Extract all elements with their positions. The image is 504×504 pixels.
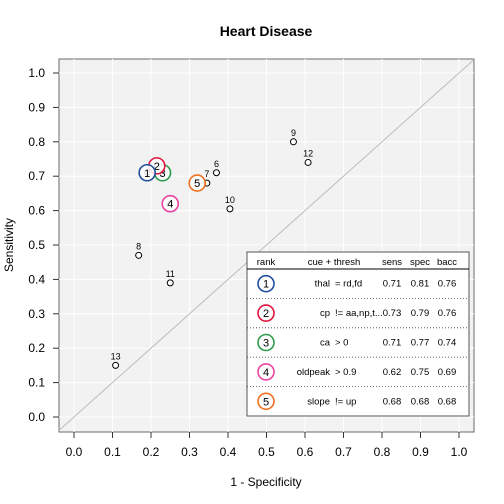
table-rank-ring xyxy=(257,392,275,411)
table-value: 0.68 xyxy=(383,396,402,407)
table-thresh: != aa,np,t... xyxy=(335,308,383,319)
y-tick-label: 0.6 xyxy=(28,204,45,218)
table-value: 0.76 xyxy=(438,308,457,319)
y-tick-label: 0.2 xyxy=(28,341,45,355)
ranked-point-label: 1 xyxy=(144,168,150,180)
y-axis-ticks: 0.0 0.1 0.2 0.3 0.4 0.5 0.6 0.7 0.8 0.9 1.0 xyxy=(28,66,59,424)
table-rank-label: 5 xyxy=(263,396,269,408)
ranked-point-label: 4 xyxy=(167,199,173,211)
ranked-cue-points: 5 4 321 xyxy=(138,157,206,213)
x-tick-label: 0.0 xyxy=(66,445,83,459)
table-rank-ring xyxy=(257,274,275,293)
table-value: 0.73 xyxy=(383,308,402,319)
table-cue: thal xyxy=(315,279,330,290)
table-rank-ring xyxy=(257,363,275,381)
x-tick-label: 0.1 xyxy=(104,445,121,459)
table-cue: ca xyxy=(320,338,331,349)
cue-point xyxy=(112,361,120,369)
table-value: 0.79 xyxy=(411,308,430,319)
cue-point xyxy=(304,158,312,166)
table-cue: slope xyxy=(307,396,330,407)
table-header: spec xyxy=(410,257,430,268)
ranked-point-label: 3 xyxy=(159,168,165,180)
cue-point-label: 11 xyxy=(166,269,175,279)
x-tick-label: 0.9 xyxy=(412,445,429,459)
ranked-point-ring xyxy=(161,194,180,213)
y-tick-label: 0.0 xyxy=(28,410,45,424)
x-axis-ticks: 0.0 0.1 0.2 0.3 0.4 0.5 0.6 0.7 0.8 0.9 1.0 xyxy=(66,432,468,459)
table-value: 0.62 xyxy=(383,367,402,378)
cue-point-label: 13 xyxy=(111,351,121,361)
table-header: sens xyxy=(382,257,402,268)
table-header: rank xyxy=(257,257,276,268)
y-tick-label: 0.3 xyxy=(28,307,45,321)
chart-title: Heart Disease xyxy=(220,23,313,39)
table-value: 0.76 xyxy=(438,279,457,290)
y-tick-label: 1.0 xyxy=(28,66,45,80)
ranked-point-label: 2 xyxy=(154,161,160,173)
cue-point xyxy=(226,205,234,213)
y-tick-label: 0.5 xyxy=(28,238,45,252)
table-value: 0.74 xyxy=(438,338,457,349)
cue-point xyxy=(166,279,174,287)
ranked-point-label: 5 xyxy=(194,178,200,190)
x-tick-label: 0.4 xyxy=(220,445,237,459)
table-cue: cp xyxy=(320,308,330,319)
y-tick-label: 0.9 xyxy=(28,100,45,114)
table-value: 0.68 xyxy=(438,396,457,407)
x-tick-label: 0.8 xyxy=(374,445,391,459)
cue-point xyxy=(289,138,297,146)
table-value: 0.77 xyxy=(411,338,430,349)
y-tick-label: 0.1 xyxy=(28,376,45,390)
table-rank-ring xyxy=(257,333,275,352)
table-value: 0.71 xyxy=(383,279,402,290)
table-value: 0.75 xyxy=(411,367,430,378)
table-value: 0.81 xyxy=(411,279,430,290)
x-tick-label: 0.2 xyxy=(143,445,160,459)
table-background xyxy=(246,251,470,417)
x-tick-label: 0.6 xyxy=(297,445,314,459)
y-axis-title: Sensitivity xyxy=(2,218,16,272)
ranked-point-ring xyxy=(138,163,156,182)
x-tick-label: 0.5 xyxy=(258,445,275,459)
ranked-point-ring xyxy=(188,174,206,192)
cue-point xyxy=(135,251,143,259)
x-axis-title: 1 - Specificity xyxy=(230,475,301,489)
x-tick-label: 0.3 xyxy=(181,445,198,459)
cue-point-label: 7 xyxy=(204,169,209,179)
cue-point-label: 12 xyxy=(303,148,313,158)
cue-point-label: 10 xyxy=(225,195,235,205)
table-value: 0.71 xyxy=(383,338,402,349)
table-value: 0.68 xyxy=(411,396,430,407)
table-thresh: = rd,fd xyxy=(335,279,362,290)
diagonal-reference-line xyxy=(58,59,475,431)
table-rank-ring xyxy=(257,304,275,322)
y-tick-label: 0.4 xyxy=(28,272,45,286)
x-tick-label: 0.7 xyxy=(335,445,352,459)
ranking-table: rank cue + thresh sens spec bacc 1 thal = rd,fd… xyxy=(246,251,470,417)
table-cue: oldpeak xyxy=(297,367,331,378)
cue-point-label: 6 xyxy=(214,159,219,169)
table-thresh: > 0.9 xyxy=(335,367,356,378)
table-header: cue + thresh xyxy=(308,257,361,268)
table-rank-label: 3 xyxy=(263,338,269,350)
table-thresh: != up xyxy=(335,396,356,407)
cue-point-label: 9 xyxy=(291,128,296,138)
table-header: bacc xyxy=(437,257,457,268)
y-tick-label: 0.8 xyxy=(28,135,45,149)
y-tick-label: 0.7 xyxy=(28,169,45,183)
cue-point xyxy=(212,169,220,177)
cue-point-label: 8 xyxy=(136,241,141,251)
table-value: 0.69 xyxy=(438,367,457,378)
table-rank-label: 4 xyxy=(263,367,269,379)
x-tick-label: 1.0 xyxy=(451,445,468,459)
table-rank-label: 1 xyxy=(263,279,269,291)
table-rank-label: 2 xyxy=(263,308,269,320)
table-thresh: > 0 xyxy=(335,338,348,349)
